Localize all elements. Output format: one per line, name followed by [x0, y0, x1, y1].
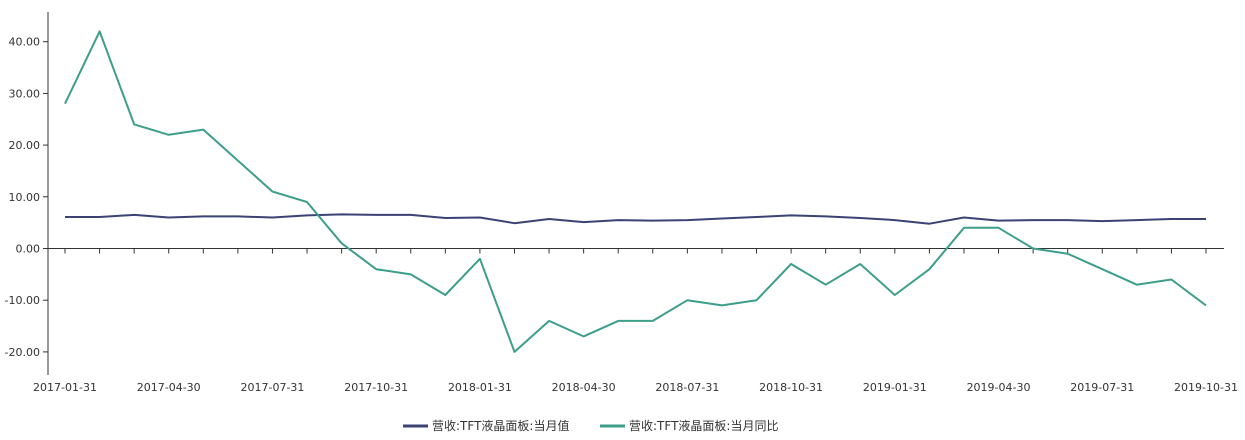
y-tick-label: 10.00 — [9, 191, 41, 204]
x-tick-label: 2019-01-31 — [863, 381, 927, 394]
series-line-2 — [65, 31, 1206, 352]
y-tick-label: 40.00 — [9, 36, 41, 49]
x-tick-label: 2019-10-31 — [1174, 381, 1238, 394]
x-tick-label: 2017-10-31 — [344, 381, 408, 394]
legend: 营收:TFT液晶面板:当月值 营收:TFT液晶面板:当月同比 — [403, 418, 778, 433]
y-tick-label: 0.00 — [16, 243, 41, 256]
axes: -20.00 -10.00 0.00 10.00 20.00 30.00 40.00 2017… — [5, 12, 1238, 394]
legend-label-2: 营收:TFT液晶面板:当月同比 — [629, 418, 778, 433]
x-tick-label: 2018-01-31 — [448, 381, 512, 394]
x-tick-label: 2017-01-31 — [33, 381, 97, 394]
x-tick-label: 2019-07-31 — [1070, 381, 1134, 394]
series-lines — [65, 31, 1206, 352]
x-tick-label: 2018-07-31 — [655, 381, 719, 394]
y-tick-label: -20.00 — [5, 346, 40, 359]
x-tick-label: 2017-07-31 — [240, 381, 304, 394]
y-tick-label: -10.00 — [5, 294, 40, 307]
x-tick-label: 2017-04-30 — [137, 381, 201, 394]
x-tick-label: 2019-04-30 — [967, 381, 1031, 394]
y-tick-label: 20.00 — [9, 139, 41, 152]
legend-label-1: 营收:TFT液晶面板:当月值 — [432, 418, 569, 433]
x-tick-label: 2018-04-30 — [552, 381, 616, 394]
x-tick-label: 2018-10-31 — [759, 381, 823, 394]
series-line-1 — [65, 214, 1206, 223]
y-tick-label: 30.00 — [9, 87, 41, 100]
